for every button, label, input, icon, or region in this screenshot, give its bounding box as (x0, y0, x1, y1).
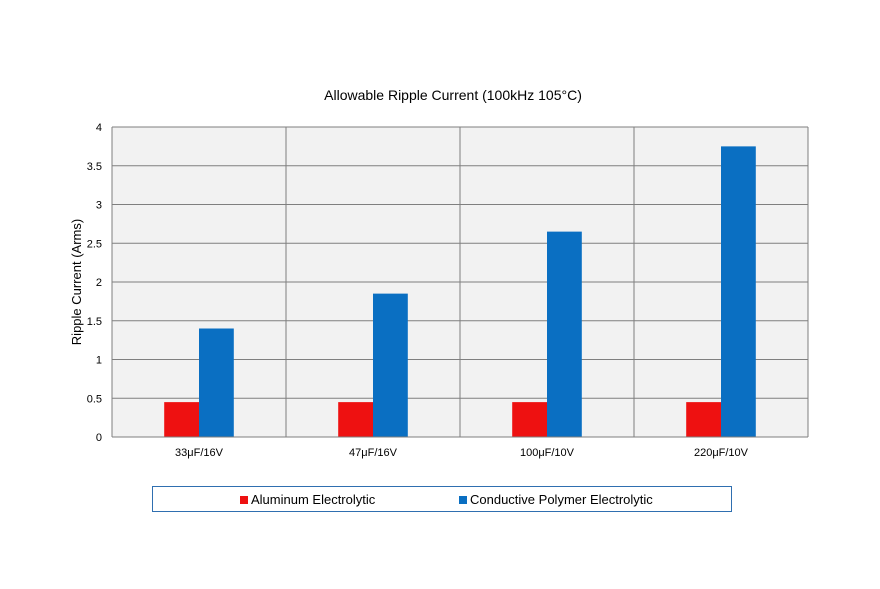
bar-polymer (721, 146, 756, 437)
legend-swatch-aluminum (240, 495, 248, 504)
chart-title: Allowable Ripple Current (100kHz 105°C) (324, 87, 582, 103)
y-tick-label: 2.5 (87, 238, 102, 250)
x-tick-label: 47μF/16V (349, 447, 398, 459)
y-tick-label: 4 (96, 122, 102, 134)
legend-swatch-polymer (459, 495, 467, 504)
legend-label-polymer: Conductive Polymer Electrolytic (470, 492, 653, 507)
bar-polymer (199, 328, 234, 437)
bar-aluminum (164, 402, 199, 437)
bar-polymer (373, 293, 408, 437)
legend-item-aluminum: Aluminum Electrolytic (240, 492, 375, 507)
x-tick-label: 100μF/10V (520, 447, 575, 459)
y-tick-label: 1.5 (87, 316, 102, 328)
bar-aluminum (686, 402, 721, 437)
legend: Aluminum Electrolytic Conductive Polymer… (152, 486, 732, 512)
legend-label-aluminum: Aluminum Electrolytic (251, 492, 376, 507)
y-tick-label: 2 (96, 277, 102, 289)
y-axis-label: Ripple Current (Arms) (69, 219, 84, 345)
bar-polymer (547, 231, 582, 437)
y-tick-label: 1 (96, 355, 102, 367)
bar-aluminum (512, 402, 547, 437)
x-tick-label: 33μF/16V (175, 447, 224, 459)
y-tick-label: 3 (96, 200, 102, 212)
y-tick-label: 3.5 (87, 161, 102, 173)
y-tick-label: 0 (96, 432, 102, 444)
legend-item-polymer: Conductive Polymer Electrolytic (459, 492, 653, 507)
x-tick-label: 220μF/10V (694, 447, 749, 459)
plot-area: 0 0.5 1 1.5 2 2.5 3 3.5 4 33μF/16V 47μF/16V 100μF/1… (87, 122, 809, 459)
y-tick-label: 0.5 (87, 393, 102, 405)
bar-aluminum (338, 402, 373, 437)
